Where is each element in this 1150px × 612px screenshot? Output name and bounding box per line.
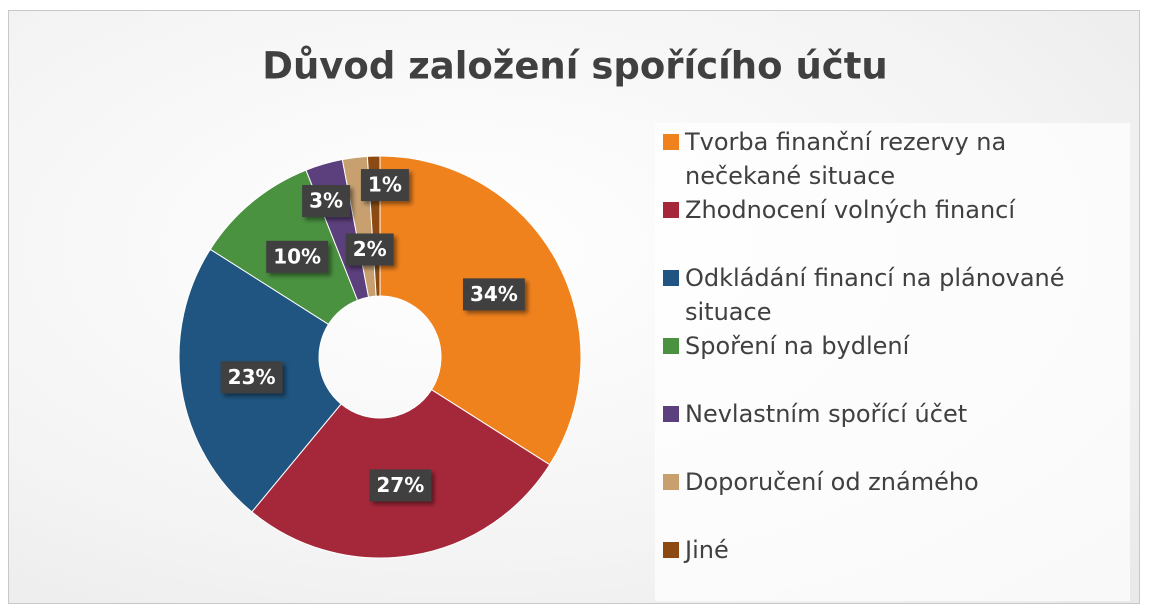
legend-swatch xyxy=(663,134,679,150)
legend-swatch xyxy=(663,474,679,490)
legend-label: Jiné xyxy=(685,536,729,564)
data-label-text: 34% xyxy=(470,282,518,306)
legend-swatch xyxy=(663,338,679,354)
data-label-text: 1% xyxy=(368,173,402,197)
legend-entry: Odkládání financí na plánované situace xyxy=(663,261,1125,329)
legend-label: Nevlastním spořící účet xyxy=(685,400,968,428)
data-label: 27% xyxy=(369,469,432,502)
legend-label: Doporučení od známého xyxy=(685,468,979,496)
data-label: 23% xyxy=(220,361,283,394)
data-label-box xyxy=(302,185,351,218)
legend-label: Tvorba finanční rezervy na nečekané situ… xyxy=(685,128,1007,190)
legend-entry: Jiné xyxy=(663,533,1125,567)
data-label-text: 23% xyxy=(228,365,276,389)
data-label: 2% xyxy=(345,233,394,266)
legend-entry: Spoření na bydlení xyxy=(663,329,1125,363)
legend-label: Zhodnocení volných financí xyxy=(685,196,1016,224)
data-label-box xyxy=(369,469,432,502)
data-label-box xyxy=(360,169,409,202)
data-label-text: 27% xyxy=(376,473,424,497)
chart-title: Důvod založení spořícího účtu xyxy=(262,45,888,88)
data-label-box xyxy=(462,278,525,311)
legend-entry: Zhodnocení volných financí xyxy=(663,193,1125,227)
legend-swatch xyxy=(663,202,679,218)
data-label-text: 10% xyxy=(273,244,321,268)
legend-entry: Tvorba finanční rezervy na nečekané situ… xyxy=(663,125,1125,193)
legend-label: Spoření na bydlení xyxy=(685,332,910,360)
data-label-box xyxy=(345,233,394,266)
legend: Tvorba finanční rezervy na nečekané situ… xyxy=(655,123,1130,601)
data-label-text: 2% xyxy=(353,237,387,261)
data-label: 1% xyxy=(360,169,409,202)
data-label: 10% xyxy=(266,240,329,273)
data-label: 3% xyxy=(302,185,351,218)
data-label: 34% xyxy=(462,278,525,311)
data-label-box xyxy=(220,361,283,394)
data-label-text: 3% xyxy=(309,189,343,213)
legend-entry: Nevlastním spořící účet xyxy=(663,397,1125,431)
legend-swatch xyxy=(663,270,679,286)
data-label-box xyxy=(266,240,329,273)
legend-entry: Doporučení od známého xyxy=(663,465,1125,499)
legend-label: Odkládání financí na plánované situace xyxy=(685,264,1065,326)
legend-swatch xyxy=(663,406,679,422)
legend-swatch xyxy=(663,542,679,558)
